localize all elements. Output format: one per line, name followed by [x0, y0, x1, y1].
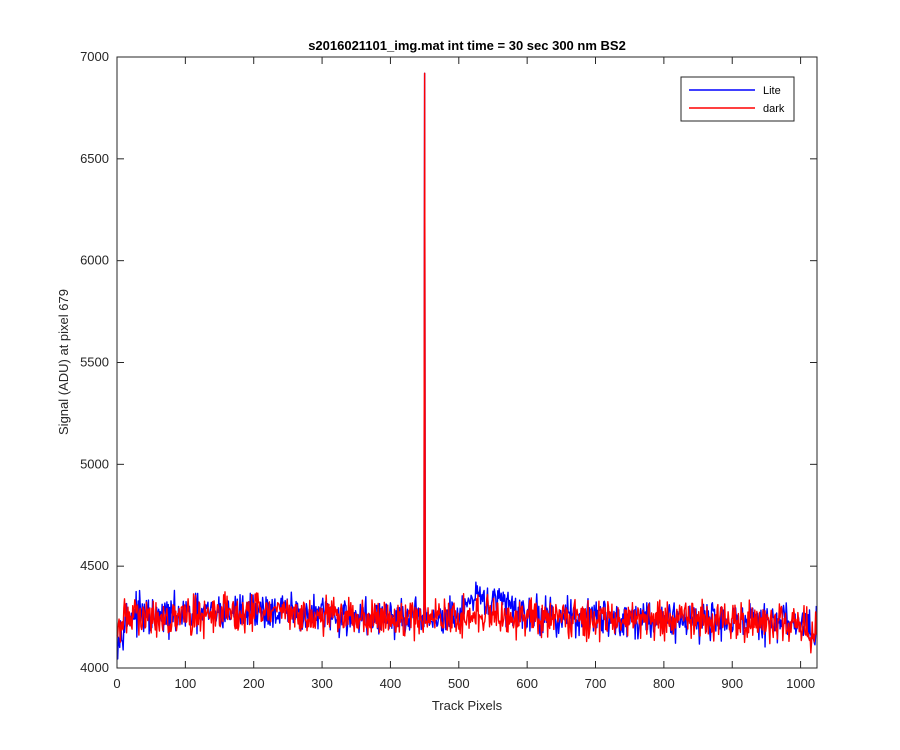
plot-area — [117, 57, 817, 668]
x-tick-label: 0 — [113, 676, 120, 691]
legend-label-lite: Lite — [763, 85, 781, 97]
x-tick-label: 900 — [721, 676, 743, 691]
x-tick-label: 800 — [653, 676, 675, 691]
y-tick-label: 5000 — [80, 456, 109, 471]
y-tick-label: 5500 — [80, 355, 109, 370]
legend-box — [680, 76, 795, 122]
x-tick-label: 1000 — [786, 676, 815, 691]
y-tick-label: 4500 — [80, 558, 109, 573]
x-axis-title: Track Pixels — [432, 698, 503, 713]
x-tick-label: 600 — [516, 676, 538, 691]
y-tick-label: 7000 — [80, 49, 109, 64]
x-tick-label: 400 — [380, 676, 402, 691]
series-line-dark — [116, 72, 818, 654]
chart-title: s2016021101_img.mat int time = 30 sec 30… — [308, 38, 626, 53]
y-axis-title: Signal (ADU) at pixel 679 — [56, 289, 71, 435]
x-tick-label: 700 — [585, 676, 607, 691]
x-tick-label: 100 — [175, 676, 197, 691]
x-tick-label: 500 — [448, 676, 470, 691]
y-tick-label: 4000 — [80, 660, 109, 675]
x-tick-label: 200 — [243, 676, 265, 691]
x-tick-label: 300 — [311, 676, 333, 691]
y-tick-label: 6500 — [80, 151, 109, 166]
series-layer — [116, 72, 818, 660]
legend: Lite dark — [680, 76, 795, 122]
ticks-layer: 0 100 200 300 400 500 600 700 800 900 1000 4000 4500… — [80, 49, 817, 691]
y-tick-label: 6000 — [80, 253, 109, 268]
legend-label-dark: dark — [763, 103, 785, 115]
